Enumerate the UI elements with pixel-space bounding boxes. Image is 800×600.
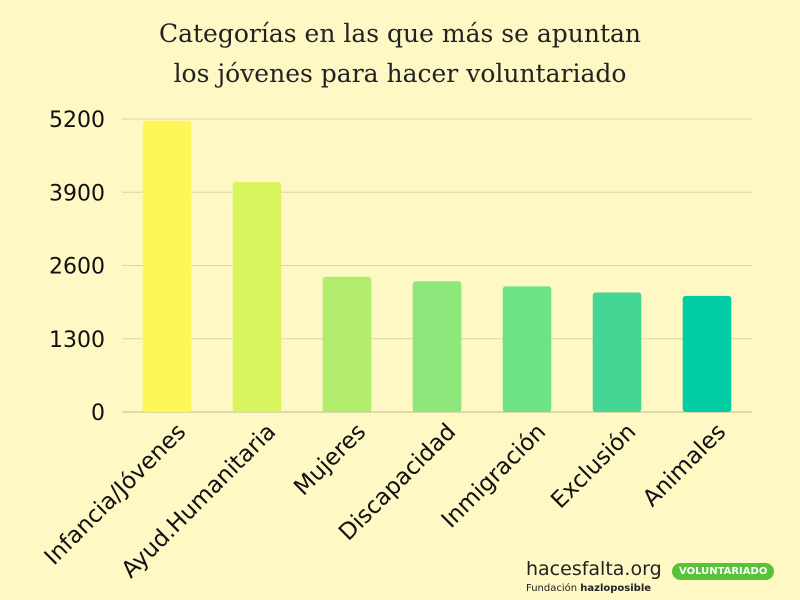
y-tick-label: 5200 xyxy=(49,108,105,133)
x-category-label: Mujeres xyxy=(289,419,371,501)
y-tick-label: 0 xyxy=(91,401,105,426)
bars xyxy=(142,120,732,413)
y-axis-ticks: 0 1300 2600 3900 5200 xyxy=(49,108,105,426)
chart-title-line-1: Categorías en las que más se apuntan xyxy=(159,19,641,48)
x-category-label: Animales xyxy=(638,419,731,512)
bar xyxy=(412,281,462,412)
brand-logo-text: hacesfalta.org xyxy=(526,558,662,580)
bar xyxy=(232,182,282,412)
chart-title: Categorías en las que más se apuntan los… xyxy=(159,19,641,88)
bar xyxy=(592,292,642,412)
gridlines xyxy=(122,118,752,413)
chart-title-line-2: los jóvenes para hacer voluntariado xyxy=(174,59,627,88)
bar xyxy=(322,276,372,412)
footer-branding: hacesfalta.org Fundación hazloposible VO… xyxy=(526,558,796,598)
voluntariado-badge: VOLUNTARIADO xyxy=(672,563,775,580)
x-category-label: Ayud.Humanitaria xyxy=(117,419,282,584)
bar xyxy=(682,295,732,412)
y-tick-label: 3900 xyxy=(49,181,105,206)
bar xyxy=(502,286,552,412)
foundation-prefix: Fundación xyxy=(526,583,578,594)
y-tick-label: 2600 xyxy=(49,255,105,280)
x-category-label: Exclusión xyxy=(546,419,641,514)
foundation-credit: Fundación hazloposible xyxy=(526,583,651,594)
bar xyxy=(142,120,192,413)
foundation-name: hazloposible xyxy=(580,583,652,594)
y-tick-label: 1300 xyxy=(49,328,105,353)
